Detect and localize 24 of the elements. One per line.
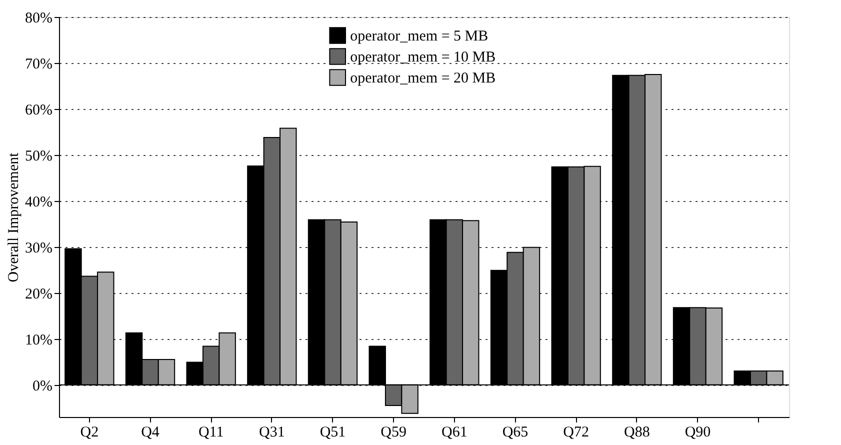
legend-label: operator_mem = 5 MB — [350, 28, 488, 44]
x-tick-label: Q88 — [624, 424, 650, 440]
x-tick-label: Q2 — [80, 424, 99, 440]
y-tick-label: 20% — [25, 286, 52, 302]
y-tick-label: 60% — [25, 102, 52, 118]
x-tick-label: Q51 — [320, 424, 346, 440]
y-tick-label: 30% — [25, 240, 52, 256]
legend-label: operator_mem = 10 MB — [350, 50, 496, 66]
y-tick-label: 10% — [25, 332, 52, 348]
y-axis-title: Overall Improvement — [6, 152, 22, 282]
legend-label: operator_mem = 20 MB — [350, 70, 496, 86]
x-tick-label: Q72 — [563, 424, 590, 440]
y-tick-label: 80% — [25, 10, 52, 26]
x-tick-label: Q59 — [380, 424, 407, 440]
y-tick-label: 40% — [25, 194, 52, 210]
y-tick-label: 50% — [25, 148, 52, 164]
y-tick-label: 70% — [25, 56, 52, 72]
x-tick-label: Q65 — [502, 424, 528, 440]
x-tick-label: Q31 — [258, 424, 285, 440]
x-tick-label: Q90 — [684, 424, 711, 440]
x-tick-label: Q61 — [441, 424, 468, 440]
x-tick-label: Q4 — [141, 424, 160, 440]
y-tick-label: 0% — [32, 378, 52, 394]
x-tick-label: Q11 — [198, 424, 224, 440]
